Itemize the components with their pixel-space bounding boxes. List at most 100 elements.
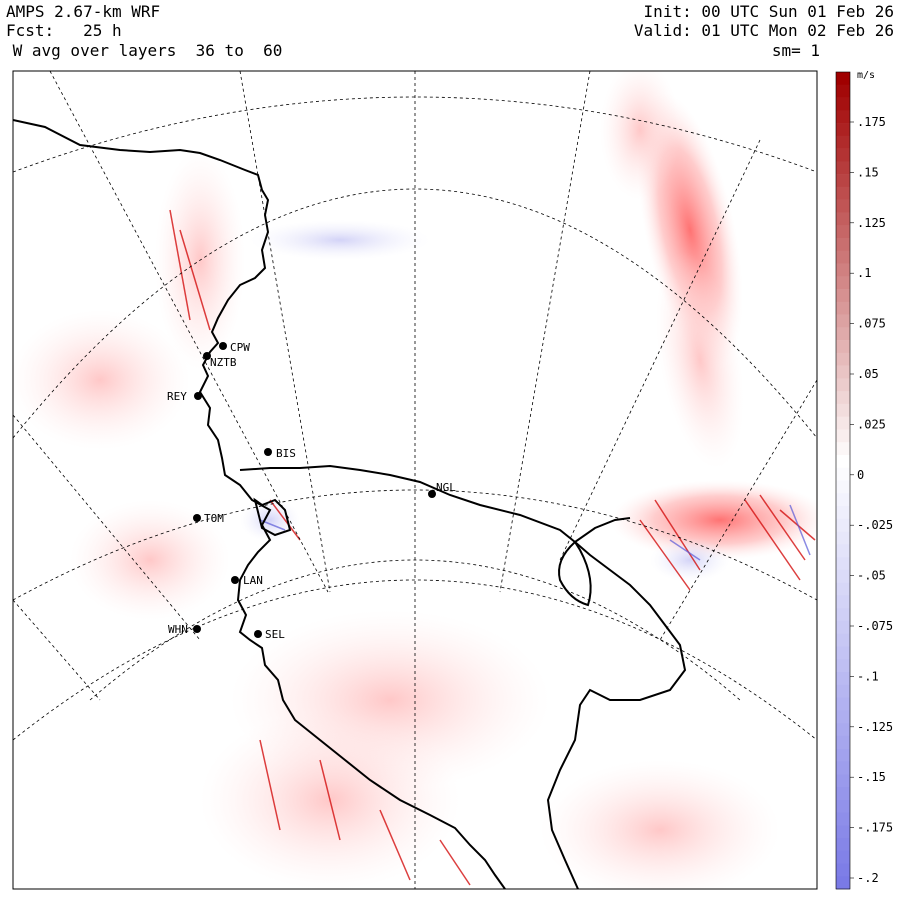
colorbar-swatch: [836, 148, 850, 162]
colorbar-labels: .175 .15 .125 .1 .075 .05 .025 0 -.025 -.05 -.075 -…: [850, 115, 893, 885]
colorbar-swatch: [836, 544, 850, 558]
colorbar-swatches: [836, 72, 850, 890]
station-whn[interactable]: WHN: [168, 623, 201, 636]
colorbar-tick-label: -.125: [857, 720, 893, 734]
colorbar-tick-label: .025: [857, 417, 886, 431]
colorbar-swatch: [836, 110, 850, 124]
colorbar-tick-label: -.075: [857, 619, 893, 633]
colorbar-swatch: [836, 467, 850, 481]
station-nztb[interactable]: NZTB: [203, 352, 237, 369]
colorbar-swatch: [836, 442, 850, 456]
colorbar-tick-label: .175: [857, 115, 886, 129]
svg-text:REY: REY: [167, 390, 187, 403]
colorbar-swatch: [836, 123, 850, 137]
colorbar-swatch: [836, 659, 850, 673]
init-time: Init: 00 UTC Sun 01 Feb 26: [643, 2, 894, 21]
colorbar-swatch: [836, 671, 850, 686]
colorbar-swatch: [836, 135, 850, 149]
colorbar-swatch: [836, 403, 850, 417]
station-sel[interactable]: SEL: [254, 628, 285, 641]
colorbar-swatch: [836, 761, 850, 775]
svg-text:LAN: LAN: [243, 574, 263, 587]
colorbar-swatch: [836, 250, 850, 264]
colorbar-swatch: [836, 276, 850, 290]
coastline: [13, 119, 687, 889]
colorbar-swatch: [836, 225, 850, 239]
colorbar-tick-label: -.025: [857, 518, 893, 532]
svg-text:BIS: BIS: [276, 447, 296, 460]
colorbar-swatch: [836, 161, 850, 175]
colorbar-swatch: [836, 314, 850, 328]
svg-text:WHN: WHN: [168, 623, 188, 636]
forecast-hour: Fcst: 25 h: [6, 21, 122, 40]
colorbar-swatch: [836, 289, 850, 303]
field-description: W avg over layers 36 to 60: [3, 41, 283, 60]
colorbar-tick-label: -.1: [857, 669, 879, 683]
colorbar-swatch: [836, 837, 850, 852]
colorbar-swatch: [836, 237, 850, 252]
colorbar-swatch: [836, 84, 850, 98]
colorbar-swatch: [836, 199, 850, 213]
colorbar-swatch: [836, 480, 850, 494]
station-lan[interactable]: LAN: [231, 574, 263, 587]
colorbar-swatch: [836, 748, 850, 762]
colorbar-swatch: [836, 825, 850, 839]
colorbar-tick-label: .15: [857, 165, 879, 179]
colorbar-swatch: [836, 391, 850, 405]
colorbar-swatch: [836, 365, 850, 379]
map-frame: [12, 70, 818, 890]
colorbar-swatch: [836, 786, 850, 800]
station-markers: CPW NZTB REY BIS NGL TOM: [167, 341, 456, 641]
colorbar-units: m/s: [857, 70, 875, 81]
colorbar-swatch: [836, 454, 850, 469]
svg-text:NGL: NGL: [436, 481, 456, 494]
colorbar-swatch: [836, 735, 850, 749]
colorbar-tick-label: .05: [857, 367, 879, 381]
colorbar-swatch: [836, 186, 850, 200]
colorbar-swatch: [836, 812, 850, 826]
svg-text:NZTB: NZTB: [210, 356, 237, 369]
colorbar-swatch: [836, 876, 850, 890]
station-tom[interactable]: TOM: [193, 512, 224, 525]
colorbar-swatch: [836, 518, 850, 532]
colorbar-swatch: [836, 72, 850, 86]
colorbar-tick-label: 0: [857, 468, 864, 482]
colorbar-swatch: [836, 378, 850, 392]
svg-text:SEL: SEL: [265, 628, 285, 641]
station-cpw[interactable]: CPW: [219, 341, 250, 354]
colorbar-swatch: [836, 506, 850, 520]
model-title: AMPS 2.67-km WRF: [6, 2, 161, 21]
station-ngl[interactable]: NGL: [428, 481, 456, 498]
colorbar-swatch: [836, 863, 850, 877]
colorbar-swatch: [836, 327, 850, 341]
station-bis[interactable]: BIS: [264, 447, 296, 460]
colorbar-swatch: [836, 723, 850, 737]
colorbar-swatch: [836, 416, 850, 430]
colorbar-swatch: [836, 774, 850, 788]
colorbar-swatch: [836, 97, 850, 111]
vertical-velocity-shading: [13, 71, 817, 889]
colorbar-swatch: [836, 493, 850, 507]
colorbar: m/s .175 .15 .125 .1 .075 .05 .025 0 -.025 -.05 -.…: [835, 70, 893, 890]
colorbar-swatch: [836, 684, 850, 698]
colorbar-swatch: [836, 595, 850, 609]
colorbar-tick-label: -.2: [857, 871, 879, 885]
valid-time: Valid: 01 UTC Mon 02 Feb 26: [633, 21, 894, 40]
colorbar-swatch: [836, 340, 850, 354]
colorbar-swatch: [836, 799, 850, 813]
colorbar-swatch: [836, 557, 850, 571]
station-rey[interactable]: REY: [167, 390, 202, 403]
colorbar-tick-label: -.05: [857, 569, 886, 583]
colorbar-tick-label: .125: [857, 216, 886, 230]
colorbar-swatch: [836, 850, 850, 864]
colorbar-swatch: [836, 582, 850, 596]
colorbar-swatch: [836, 646, 850, 660]
colorbar-tick-label: .075: [857, 317, 886, 331]
colorbar-swatch: [836, 710, 850, 724]
colorbar-tick-label: .1: [857, 266, 871, 280]
colorbar-swatch: [836, 697, 850, 711]
colorbar-tick-label: -.175: [857, 821, 893, 835]
colorbar-swatch: [836, 531, 850, 545]
smoothing-label: sm= 1: [771, 41, 820, 60]
colorbar-swatch: [836, 429, 850, 443]
